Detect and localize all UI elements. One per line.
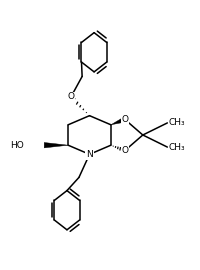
Polygon shape: [44, 143, 68, 148]
Text: O: O: [121, 115, 128, 124]
Text: O: O: [121, 146, 128, 155]
Text: N: N: [86, 150, 92, 159]
Text: CH₃: CH₃: [168, 143, 184, 151]
Text: O: O: [67, 92, 74, 101]
Polygon shape: [110, 117, 125, 125]
Text: CH₃: CH₃: [168, 119, 184, 127]
Text: HO: HO: [10, 141, 24, 150]
